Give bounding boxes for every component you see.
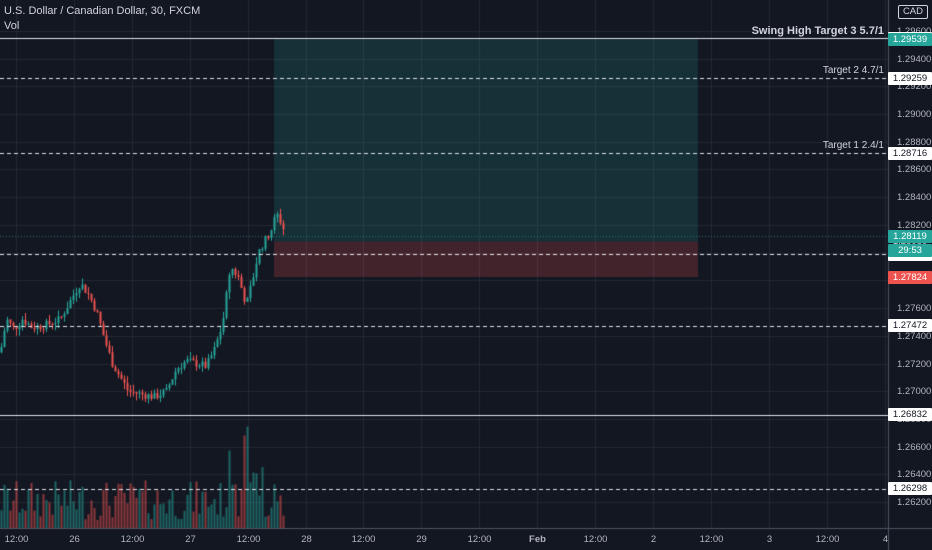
level-price-tag: 1.28716 bbox=[888, 146, 932, 160]
time-tick: 27 bbox=[185, 534, 196, 545]
time-tick: 26 bbox=[69, 534, 80, 545]
price-tick: 1.29200 bbox=[897, 80, 932, 92]
level-price-tag: 1.29259 bbox=[888, 71, 932, 85]
target-price-tag: 1.29539 bbox=[888, 32, 932, 46]
time-tick: 12:00 bbox=[583, 534, 608, 545]
currency-button[interactable]: CAD bbox=[897, 5, 928, 19]
level-label: Target 2 4.7/1 bbox=[822, 64, 884, 76]
price-tick: 1.26200 bbox=[897, 496, 932, 508]
time-tick: Feb bbox=[529, 534, 546, 545]
level-price-tag: 1.26832 bbox=[888, 408, 932, 422]
price-tick: 1.27400 bbox=[897, 330, 932, 342]
price-tick: 1.26600 bbox=[897, 441, 932, 453]
time-tick: 2 bbox=[650, 534, 657, 545]
level-label: Target 1 2.4/1 bbox=[822, 139, 884, 151]
time-tick: 12:00 bbox=[815, 534, 840, 545]
time-tick: 12:00 bbox=[351, 534, 376, 545]
price-tick: 1.28800 bbox=[897, 136, 932, 148]
last-price-tag: 1.28119 bbox=[888, 229, 932, 243]
price-tick: 1.27600 bbox=[897, 302, 932, 314]
symbol-title: U.S. Dollar / Canadian Dollar, 30, FXCM bbox=[4, 5, 201, 17]
price-tick: 1.28400 bbox=[897, 191, 932, 203]
stop-price-tag: 1.27824 bbox=[888, 270, 932, 284]
level-label: Swing High Target 3 5.7/1 bbox=[751, 24, 884, 37]
time-tick: 12:00 bbox=[236, 534, 261, 545]
level-price-tag: 1.27472 bbox=[888, 319, 932, 333]
level-price-tag: 1.26298 bbox=[888, 482, 932, 496]
time-tick: 29 bbox=[416, 534, 427, 545]
time-tick: 12:00 bbox=[699, 534, 724, 545]
time-tick: 28 bbox=[301, 534, 312, 545]
price-tick: 1.29600 bbox=[897, 26, 931, 37]
price-tick: 1.28600 bbox=[897, 163, 932, 175]
bar-countdown: 29:53 bbox=[888, 244, 932, 258]
time-tick: 12:00 bbox=[4, 534, 29, 545]
price-tick: 1.27000 bbox=[897, 385, 932, 397]
time-tick: 3 bbox=[766, 534, 773, 545]
time-tick: 12:00 bbox=[120, 534, 145, 545]
time-tick: 4 bbox=[882, 534, 889, 545]
price-tick: 1.29000 bbox=[897, 108, 932, 120]
price-tick: 1.28200 bbox=[897, 219, 932, 231]
price-tick: 1.29400 bbox=[897, 53, 932, 65]
price-tick: 1.26400 bbox=[897, 468, 932, 480]
time-tick: 12:00 bbox=[467, 534, 492, 545]
price-tick: 1.27200 bbox=[897, 358, 932, 370]
volume-label: Vol bbox=[4, 20, 20, 32]
